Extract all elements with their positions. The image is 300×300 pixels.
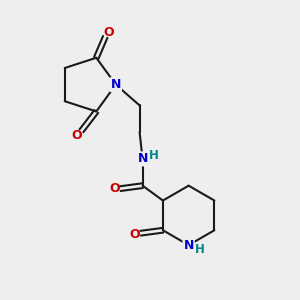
Text: O: O	[103, 26, 113, 39]
Text: N: N	[137, 152, 148, 165]
Text: H: H	[149, 149, 159, 162]
Text: O: O	[109, 182, 120, 195]
Text: N: N	[184, 238, 194, 252]
Text: N: N	[111, 78, 121, 91]
Text: H: H	[195, 243, 205, 256]
Text: O: O	[72, 129, 82, 142]
Text: O: O	[129, 228, 140, 241]
